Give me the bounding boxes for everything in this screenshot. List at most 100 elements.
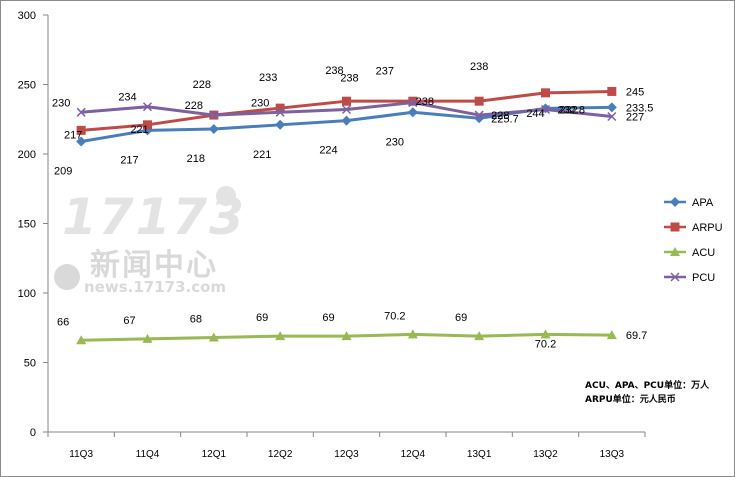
data-label-pcu: 234 xyxy=(118,92,136,104)
data-point xyxy=(607,111,617,122)
data-point xyxy=(408,98,418,108)
x-tick-label: 12Q4 xyxy=(401,449,426,460)
data-point xyxy=(143,120,152,130)
y-tick-label: 150 xyxy=(18,219,36,231)
data-point xyxy=(607,86,617,96)
x-tick-label: 12Q3 xyxy=(334,449,359,460)
data-label-acu: 70.2 xyxy=(384,310,405,322)
data-label-arpu: 244 xyxy=(526,108,544,120)
y-tick-label: 100 xyxy=(18,288,36,300)
data-point xyxy=(670,272,680,282)
data-point xyxy=(474,110,484,120)
legend-label-acu: ACU xyxy=(692,247,715,259)
data-point xyxy=(341,115,352,126)
data-point xyxy=(474,331,485,341)
data-label-acu: 70.2 xyxy=(535,338,556,350)
data-point xyxy=(275,119,286,130)
y-tick-label: 200 xyxy=(18,149,36,161)
data-label-arpu: 228 xyxy=(193,79,211,91)
watermark-chinese: 新闻中心 xyxy=(90,248,218,283)
x-tick-label: 12Q2 xyxy=(268,449,293,460)
data-point xyxy=(142,333,153,343)
data-label-arpu: 238 xyxy=(470,61,488,73)
data-point xyxy=(341,104,352,115)
watermark-url: news.17173.com xyxy=(84,278,227,296)
data-label-acu: 69 xyxy=(256,312,268,324)
data-point xyxy=(341,331,352,341)
x-tick-label: 13Q3 xyxy=(600,449,625,460)
data-point xyxy=(275,107,285,117)
data-point xyxy=(275,103,285,113)
data-point xyxy=(76,335,87,345)
data-point xyxy=(76,125,86,135)
data-point xyxy=(670,197,680,207)
data-label-acu: 67 xyxy=(123,315,135,327)
data-point xyxy=(275,331,286,341)
data-label-arpu: 245 xyxy=(626,86,644,98)
y-tick-label: 0 xyxy=(30,427,36,439)
data-label-arpu: 238 xyxy=(325,65,343,77)
y-tick-label: 250 xyxy=(18,80,36,92)
data-label-apa: 224 xyxy=(319,145,337,157)
data-label-apa: 233.5 xyxy=(626,102,654,114)
data-label-arpu: 221 xyxy=(130,124,148,136)
data-label-apa: 221 xyxy=(253,149,271,161)
x-tick-label: 13Q2 xyxy=(533,449,558,460)
data-label-pcu: 230 xyxy=(251,97,269,109)
data-label-acu: 69.7 xyxy=(626,330,647,342)
data-point xyxy=(670,222,680,232)
data-point xyxy=(540,329,551,339)
unit-note-arpu: ARPU单位：元人民币 xyxy=(585,395,676,405)
data-label-pcu: 232 xyxy=(560,105,578,117)
data-label-arpu: 233 xyxy=(259,72,277,84)
data-label-apa: 218 xyxy=(187,153,205,165)
data-point xyxy=(606,330,617,340)
x-tick-label: 12Q1 xyxy=(202,449,227,460)
data-point xyxy=(407,107,418,118)
data-label-apa: 217 xyxy=(120,154,138,166)
watermark-logo: 17173 xyxy=(62,188,246,246)
data-point xyxy=(342,96,351,106)
data-label-arpu: 217 xyxy=(64,129,82,141)
data-point xyxy=(407,329,418,339)
data-label-acu: 68 xyxy=(190,313,202,325)
unit-note-users: ACU、APA、PCU单位：万人 xyxy=(585,381,710,391)
x-tick-label: 13Q1 xyxy=(467,449,492,460)
data-point xyxy=(209,110,219,120)
y-tick-label: 300 xyxy=(18,10,36,22)
data-point xyxy=(142,102,153,112)
watermark-dot xyxy=(216,186,236,206)
x-tick-label: 11Q4 xyxy=(136,449,160,460)
data-label-acu: 69 xyxy=(455,312,467,324)
watermark-ball xyxy=(54,264,80,290)
data-label-pcu: 228 xyxy=(185,100,203,112)
data-label-pcu: 237 xyxy=(376,66,394,78)
data-point xyxy=(208,332,219,342)
data-point xyxy=(208,123,219,134)
data-label-apa: 209 xyxy=(54,165,72,177)
data-point xyxy=(606,102,617,113)
y-tick-label: 50 xyxy=(24,358,36,370)
legend-label-apa: APA xyxy=(692,197,714,209)
x-tick-label: 11Q3 xyxy=(69,449,93,460)
data-point xyxy=(474,96,484,106)
data-label-pcu: 238 xyxy=(340,73,358,85)
data-label-arpu: 238 xyxy=(416,96,434,108)
data-label-pcu: 228 xyxy=(491,110,509,122)
data-label-acu: 69 xyxy=(322,312,334,324)
data-label-pcu: 230 xyxy=(52,97,70,109)
data-point xyxy=(76,107,86,117)
data-point xyxy=(541,88,550,98)
data-label-apa: 230 xyxy=(386,136,404,148)
data-point xyxy=(670,247,680,256)
data-label-acu: 66 xyxy=(57,316,69,328)
data-label-pcu: 227 xyxy=(626,111,644,123)
data-label-apa: 232.8 xyxy=(558,104,586,116)
legend-label-pcu: PCU xyxy=(692,272,715,284)
data-point xyxy=(76,136,87,147)
data-point xyxy=(540,104,551,115)
data-label-apa: 225.7 xyxy=(491,113,519,125)
